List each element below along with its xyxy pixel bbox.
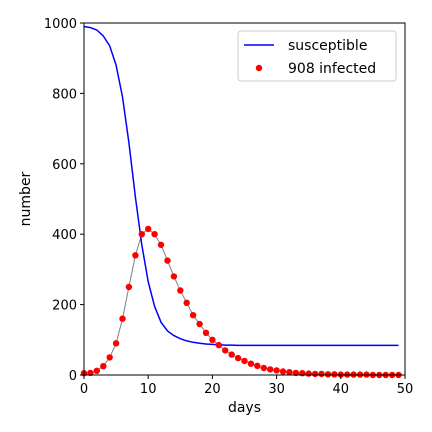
infected-point — [247, 360, 255, 367]
legend-label-infected: 908 infected — [288, 61, 376, 77]
infected-point — [132, 252, 139, 259]
infected-point — [145, 225, 152, 233]
infected-point — [209, 336, 216, 343]
infected-line — [84, 228, 399, 375]
infected-point — [234, 354, 242, 362]
infected-point — [151, 231, 158, 238]
x-axis-label: days — [228, 400, 261, 416]
infected-point — [112, 340, 120, 347]
infected-point — [157, 241, 165, 248]
infected-point — [279, 368, 287, 375]
y-tick-label: 0 — [69, 369, 77, 384]
legend-swatch-infected — [255, 64, 263, 72]
infected-point — [215, 341, 222, 349]
infected-point — [305, 370, 312, 377]
infected-point — [254, 362, 261, 369]
infected-point — [273, 367, 280, 374]
infected-point — [93, 367, 101, 374]
infected-point — [267, 366, 274, 373]
infected-point — [324, 371, 332, 378]
infected-point — [202, 329, 210, 336]
infected-point — [318, 370, 325, 378]
y-tick-label: 400 — [52, 228, 77, 243]
infected-point — [170, 273, 178, 280]
axes: 0 10 20 30 40 50 0 200 400 600 800 1000 days number — [18, 17, 413, 416]
y-axis-label: number — [18, 171, 34, 226]
infected-point — [177, 287, 184, 294]
infected-point — [164, 257, 171, 264]
y-tick-label: 600 — [52, 158, 77, 173]
x-tick-label: 40 — [333, 382, 350, 397]
legend-box — [237, 30, 397, 82]
axes-frame — [83, 22, 406, 376]
infected-point — [138, 231, 145, 238]
infected-point — [183, 299, 190, 306]
infected-point — [189, 312, 197, 319]
infected-point — [260, 364, 267, 372]
legend-label-susceptible: susceptible — [288, 38, 367, 54]
infected-point — [119, 315, 126, 322]
infected-point — [286, 369, 293, 376]
infected-point — [228, 351, 235, 358]
x-tick-label: 20 — [204, 382, 221, 397]
infected-point — [331, 371, 338, 378]
x-tick-label: 50 — [397, 382, 414, 397]
infected-point — [125, 283, 133, 291]
infected-point — [106, 354, 113, 361]
susceptible-line — [84, 25, 399, 347]
x-tick-label: 10 — [140, 382, 157, 397]
y-tick-label: 800 — [52, 87, 77, 102]
x-tick-label: 30 — [268, 382, 285, 397]
infected-point — [241, 357, 248, 365]
y-tick-label: 200 — [52, 299, 77, 314]
infected-point — [100, 363, 107, 370]
y-tick-label: 1000 — [44, 17, 77, 32]
infected-point — [87, 369, 94, 377]
infected-point — [311, 370, 319, 378]
infected-point — [196, 320, 203, 328]
infected-point — [292, 369, 300, 377]
legend: susceptible 908 infected — [237, 30, 397, 82]
infected-point — [222, 347, 229, 354]
x-tick-label: 0 — [80, 382, 88, 397]
